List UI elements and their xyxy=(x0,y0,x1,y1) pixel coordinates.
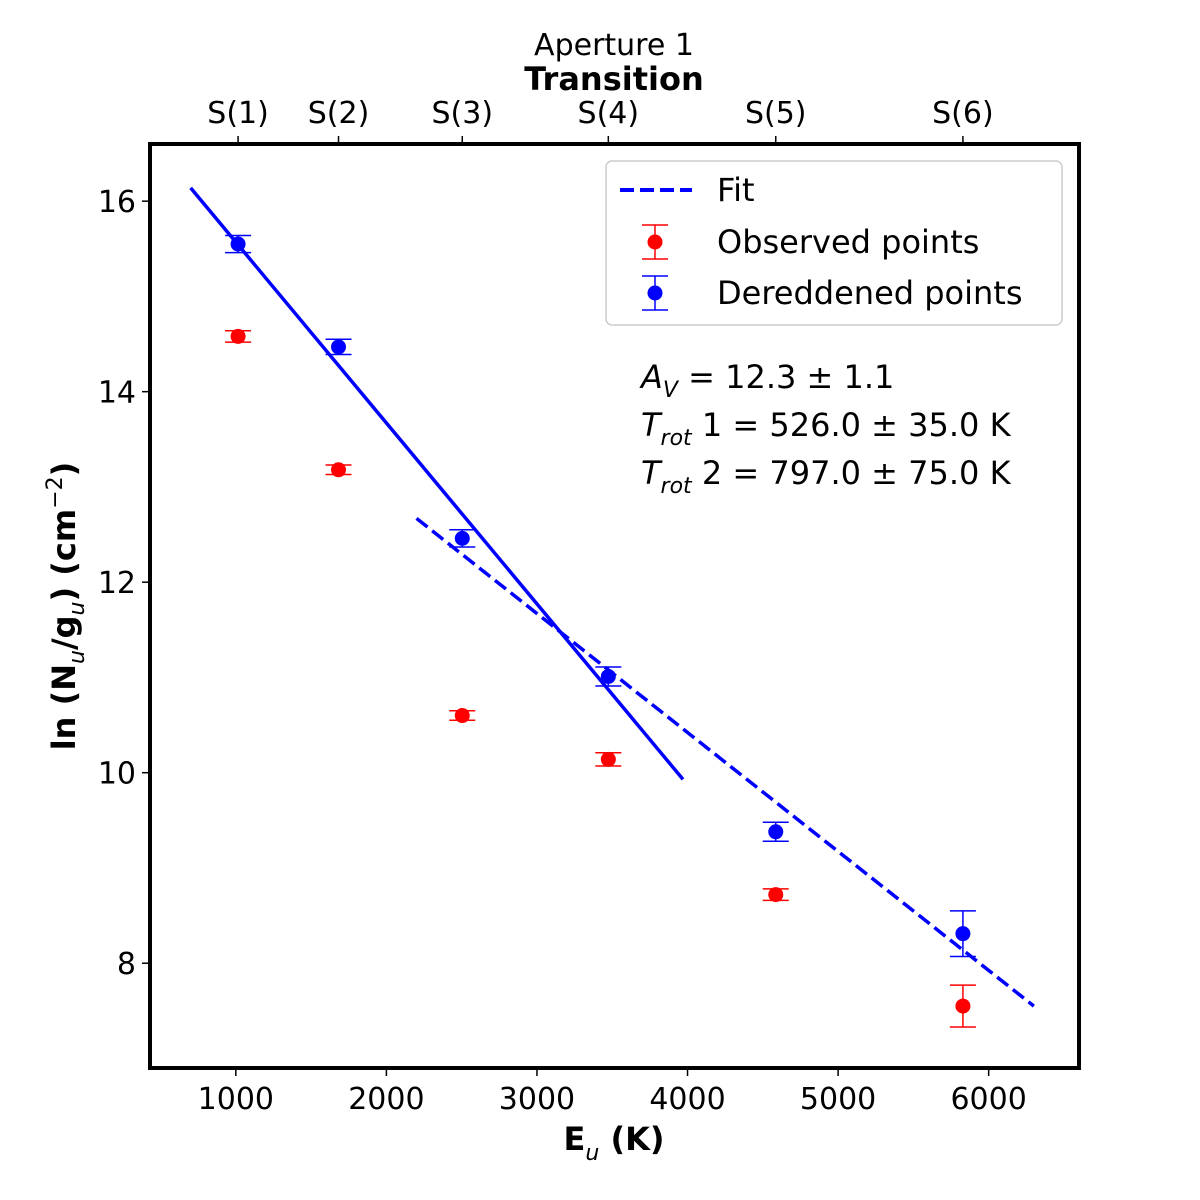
chart-title: Aperture 1 xyxy=(534,28,694,63)
annotation-av: AV = 12.3 ± 1.1 xyxy=(639,358,894,403)
observed-point-2 xyxy=(325,462,352,478)
observed-marker xyxy=(454,708,470,724)
x-tick-label: 5000 xyxy=(800,1082,876,1117)
top-tick-label: S(5) xyxy=(745,96,807,131)
data-points xyxy=(225,234,976,1028)
annotation-trot1: Trot 1 = 526.0 ± 35.0 K xyxy=(641,406,1012,451)
fit-line-dashed xyxy=(415,516,1035,1008)
top-axis-title: Transition xyxy=(524,60,704,98)
y-axis-label: ln (Nu/gu) (cm−2) xyxy=(43,462,90,751)
dereddened-marker xyxy=(600,668,616,684)
annotation-trot2: Trot 2 = 797.0 ± 75.0 K xyxy=(641,454,1012,499)
x-axis-label: Eu (K) xyxy=(564,1120,665,1166)
observed-marker xyxy=(600,751,616,767)
plot-frame xyxy=(148,142,1081,1070)
top-tick-label: S(4) xyxy=(578,96,640,131)
observed-marker xyxy=(230,328,246,344)
y-tick-label: 14 xyxy=(98,376,136,411)
dereddened-point-4 xyxy=(595,666,622,687)
x-tick-label: 4000 xyxy=(649,1082,725,1117)
x-tick-label: 6000 xyxy=(950,1082,1026,1117)
y-tick-label: 16 xyxy=(98,185,136,220)
fit-line-solid xyxy=(189,186,685,781)
observed-marker xyxy=(331,462,347,478)
dereddened-marker xyxy=(230,236,246,252)
dereddened-point-3 xyxy=(449,529,476,548)
legend-observed-label: Observed points xyxy=(717,223,979,261)
y-tick-label: 10 xyxy=(98,757,136,792)
observed-point-6 xyxy=(949,984,976,1028)
observed-marker xyxy=(955,998,971,1014)
top-tick-label: S(1) xyxy=(207,96,269,131)
observed-point-5 xyxy=(762,887,789,903)
observed-marker xyxy=(768,887,784,903)
dereddened-marker xyxy=(454,530,470,546)
y-axis-ticks: 8 10 12 14 16 xyxy=(98,185,150,982)
legend-fit-label: Fit xyxy=(717,171,755,209)
legend: Fit Observed points Dereddened points xyxy=(605,160,1063,326)
x-tick-label: 2000 xyxy=(348,1082,424,1117)
dereddened-point-6 xyxy=(949,910,976,958)
y-tick-label: 12 xyxy=(98,566,136,601)
dereddened-point-1 xyxy=(225,234,252,254)
x-tick-label: 3000 xyxy=(499,1082,575,1117)
x-tick-label: 1000 xyxy=(198,1082,274,1117)
dereddened-marker xyxy=(768,824,784,840)
dereddened-point-2 xyxy=(325,338,352,356)
top-axis-ticks: S(1) S(2) S(3) S(4) S(5) S(6) xyxy=(207,96,994,144)
fit-lines xyxy=(189,186,1035,1008)
x-axis-ticks: 1000 2000 3000 4000 5000 6000 xyxy=(198,1068,1027,1117)
top-tick-label: S(2) xyxy=(308,96,370,131)
y-tick-label: 8 xyxy=(117,947,136,982)
legend-dereddened-swatch xyxy=(642,275,668,311)
observed-point-1 xyxy=(225,328,252,344)
observed-point-3 xyxy=(449,708,476,724)
observed-point-4 xyxy=(595,751,622,767)
dereddened-marker xyxy=(331,339,347,355)
legend-box xyxy=(605,160,1063,326)
top-tick-label: S(3) xyxy=(432,96,494,131)
legend-dereddened-label: Dereddened points xyxy=(717,274,1023,312)
top-tick-label: S(6) xyxy=(932,96,994,131)
dereddened-point-5 xyxy=(762,821,789,843)
dereddened-marker xyxy=(955,926,971,942)
legend-observed-swatch xyxy=(642,224,668,260)
